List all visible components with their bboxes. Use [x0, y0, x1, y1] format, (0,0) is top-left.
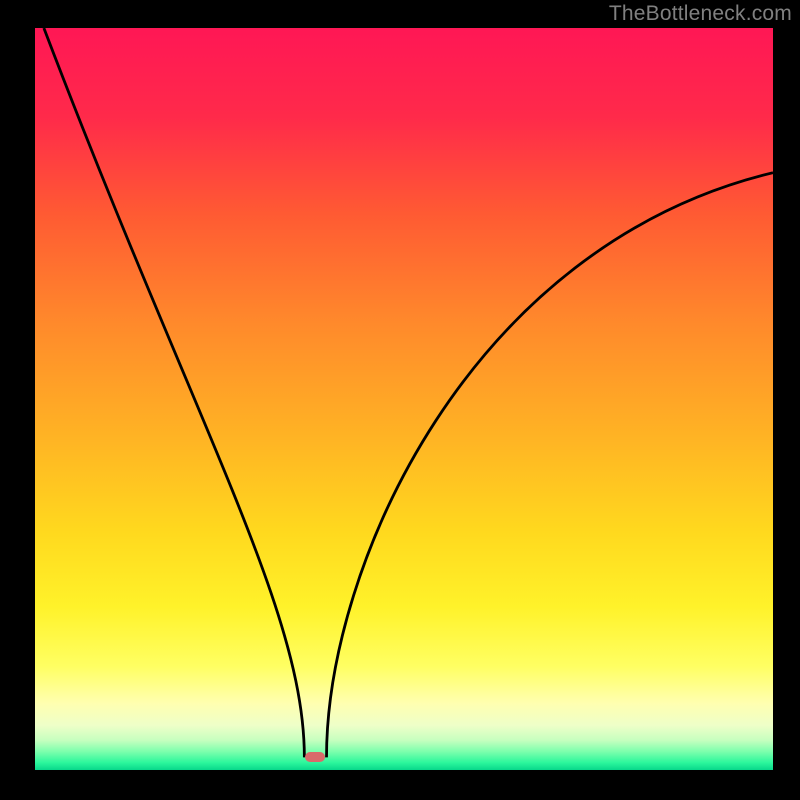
- chart-plot-area: [35, 28, 773, 770]
- curve-right-branch: [327, 173, 773, 758]
- optimal-point-marker: [305, 752, 325, 762]
- curve-left-branch: [44, 28, 305, 757]
- bottleneck-curve: [35, 28, 773, 770]
- watermark-text: TheBottleneck.com: [609, 2, 792, 26]
